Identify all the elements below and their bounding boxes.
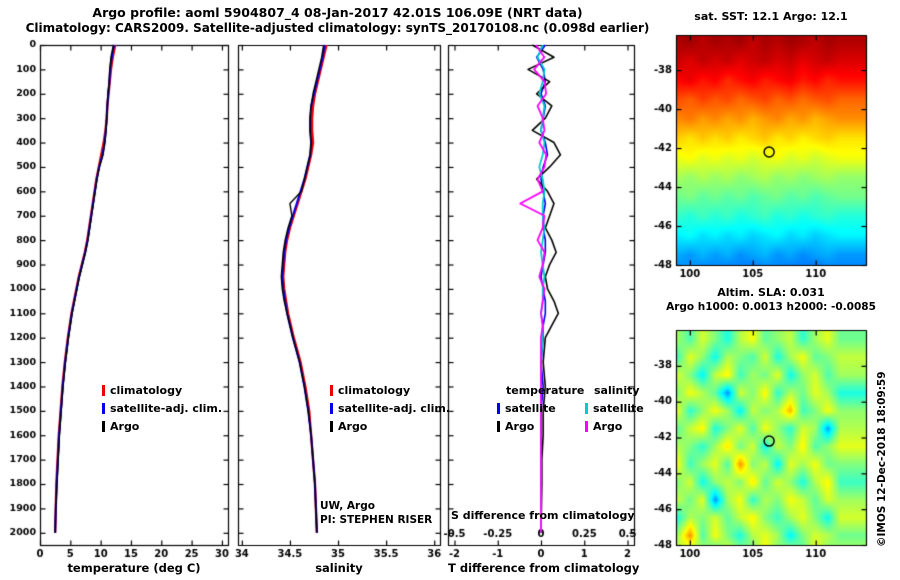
legend-item: satellite-adj. clim. (330, 400, 450, 418)
legend-item: climatology (330, 382, 450, 400)
legend-label: climatology (338, 384, 411, 397)
sst-map-title: sat. SST: 12.1 Argo: 12.1 (694, 10, 848, 23)
argo-swatch (102, 421, 105, 432)
t-difference-axis-label: T difference from climatology (448, 561, 640, 575)
argo-swatch (330, 421, 333, 432)
legend-item: satellite (585, 400, 644, 418)
difference-legend-temperature: temperature satellite Argo (497, 382, 584, 436)
legend-label: satellite (593, 402, 644, 415)
legend-item: satellite (497, 400, 584, 418)
legend-item: Argo (330, 418, 450, 436)
legend-item: Argo (497, 418, 584, 436)
legend-item: Argo (102, 418, 222, 436)
legend-group-title: salinity (594, 384, 640, 397)
difference-legend-salinity: salinity satellite Argo (585, 382, 644, 436)
sla-map-subtitle: Argo h1000: 0.0013 h2000: -0.0085 (666, 301, 876, 313)
legend-item: satellite-adj. clim. (102, 400, 222, 418)
legend-label: Argo (593, 420, 623, 433)
s-difference-axis-label: S difference from climatology (451, 509, 635, 522)
temperature-profile-legend: climatology satellite-adj. clim. Argo (102, 382, 222, 436)
argo-temp-swatch (497, 421, 500, 432)
satellite-sal-swatch (585, 403, 588, 414)
satellite-clim-swatch (102, 403, 105, 414)
legend-label: climatology (110, 384, 183, 397)
climatology-swatch (330, 385, 333, 396)
climatology-swatch (102, 385, 105, 396)
salinity-profile-legend: climatology satellite-adj. clim. Argo (330, 382, 450, 436)
legend-group-title: temperature (506, 384, 585, 397)
satellite-temp-swatch (497, 403, 500, 414)
page-title: Argo profile: aoml 5904807_4 08-Jan-2017… (92, 5, 583, 20)
institution-annotation: UW, Argo (320, 500, 375, 512)
legend-label: Argo (338, 420, 368, 433)
temperature-axis-label: temperature (deg C) (67, 561, 201, 575)
legend-label: Argo (505, 420, 535, 433)
page-subtitle: Climatology: CARS2009. Satellite-adjuste… (25, 21, 650, 35)
satellite-clim-swatch (330, 403, 333, 414)
salinity-axis-label: salinity (315, 561, 363, 575)
imos-watermark: ©IMOS 12-Dec-2018 18:09:59 (876, 371, 888, 547)
sla-map-title: Altim. SLA: 0.031 (717, 286, 825, 299)
pi-annotation: PI: STEPHEN RISER (320, 514, 433, 526)
legend-item: climatology (102, 382, 222, 400)
legend-item: Argo (585, 418, 644, 436)
legend-label: satellite-adj. clim. (110, 402, 223, 415)
legend-label: satellite (505, 402, 556, 415)
legend-label: satellite-adj. clim. (338, 402, 451, 415)
legend-label: Argo (110, 420, 140, 433)
argo-sal-swatch (585, 421, 588, 432)
